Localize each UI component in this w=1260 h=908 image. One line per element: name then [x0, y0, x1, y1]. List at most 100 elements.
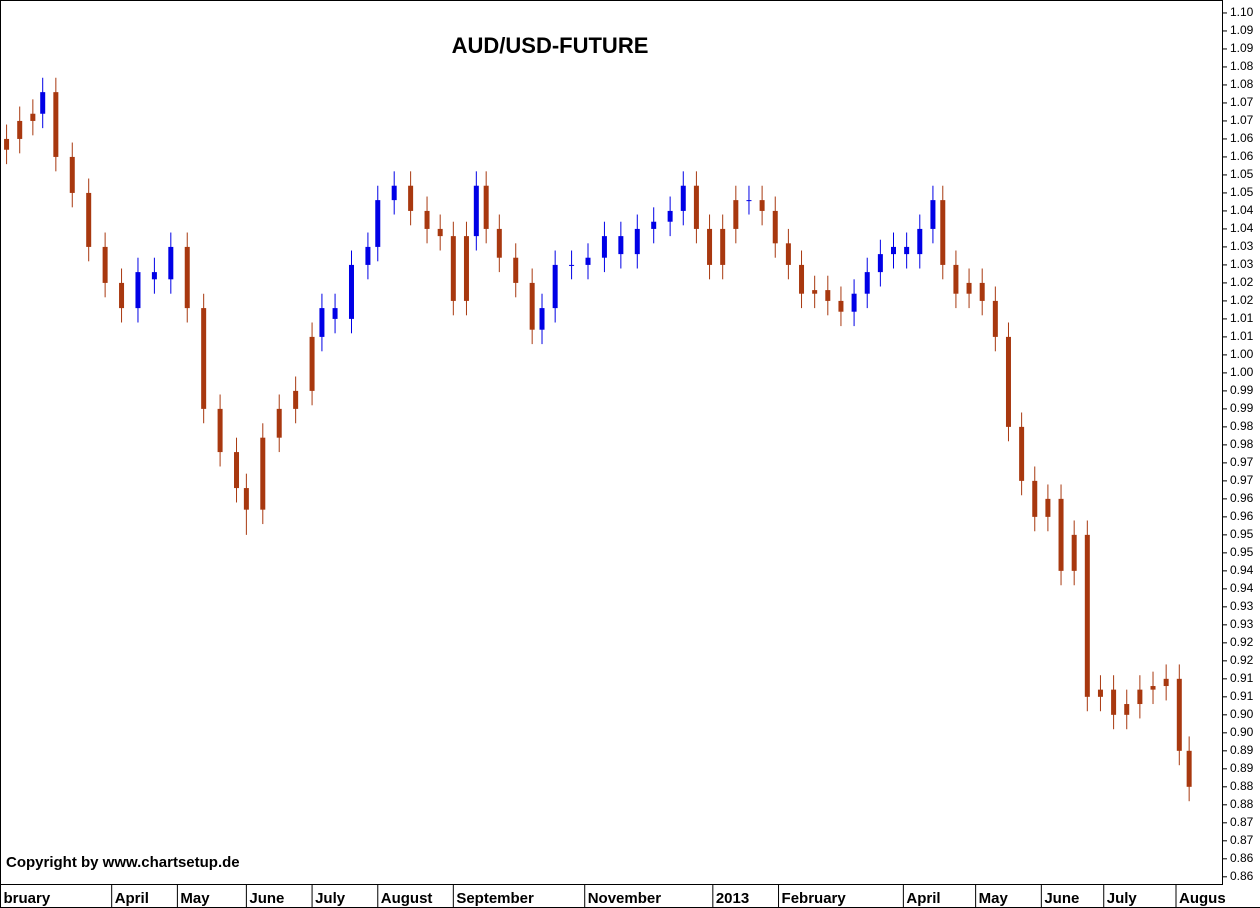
y-tick-label: 0.99 [1230, 401, 1254, 415]
y-tick-label: 0.94 [1230, 563, 1254, 577]
candle-body [276, 408, 282, 438]
candle-body [953, 264, 959, 294]
candle-body [772, 210, 778, 244]
candle-body [1097, 689, 1103, 697]
candle-body [201, 308, 207, 409]
x-tick-label: September [456, 890, 534, 907]
candle-body [168, 246, 174, 280]
x-tick-label: August [381, 890, 433, 907]
y-tick-label: 1.00 [1230, 365, 1254, 379]
candle-body [877, 254, 883, 273]
candle-body [184, 246, 190, 309]
candle-body [40, 92, 46, 114]
copyright: Copyright by www.chartsetup.de [6, 854, 240, 871]
candle-body [1124, 704, 1130, 715]
y-tick-label: 0.92 [1230, 653, 1254, 667]
candle-body [799, 264, 805, 294]
chart-title: AUD/USD-FUTURE [452, 33, 649, 58]
y-tick-label: 1.01 [1230, 329, 1254, 343]
candle-body [293, 390, 299, 409]
y-tick-label: 1.09 [1230, 23, 1254, 37]
y-tick-label: 1.07 [1230, 95, 1254, 109]
y-tick-label: 1.08 [1230, 59, 1254, 73]
y-tick-label: 1.06 [1230, 131, 1254, 145]
candle-body [1186, 750, 1192, 787]
candle-body [450, 236, 456, 301]
candle-body [53, 92, 59, 157]
x-tick-label: July [1107, 890, 1138, 907]
y-tick-label: 1.05 [1230, 167, 1254, 181]
y-tick-label: 0.90 [1230, 707, 1254, 721]
candle-body [473, 185, 479, 237]
x-tick-label: February [782, 890, 847, 907]
y-tick-label: 0.88 [1230, 797, 1254, 811]
y-tick-label: 0.94 [1230, 581, 1254, 595]
candle-body [151, 272, 157, 280]
y-tick-label: 0.95 [1230, 545, 1254, 559]
candle-body [966, 282, 972, 294]
y-tick-label: 1.10 [1230, 5, 1254, 19]
y-tick-label: 0.93 [1230, 599, 1254, 613]
candle-body [680, 185, 686, 211]
candle-body [135, 272, 141, 309]
y-tick-label: 0.91 [1230, 671, 1254, 685]
candle-body [1032, 480, 1038, 517]
candle-body [940, 200, 946, 265]
plot-frame [0, 0, 1223, 885]
candle-body [634, 228, 640, 255]
candle-body [979, 282, 985, 301]
y-tick-label: 1.03 [1230, 257, 1254, 271]
candle-body [375, 200, 381, 247]
y-tick-label: 0.97 [1230, 455, 1254, 469]
candle-body [17, 120, 23, 139]
candle-body [552, 264, 558, 309]
candle-body [733, 200, 739, 229]
candle-body [496, 228, 502, 258]
candle-body [234, 452, 240, 489]
candle-body [891, 246, 897, 255]
y-tick-label: 1.07 [1230, 113, 1254, 127]
y-tick-label: 0.93 [1230, 617, 1254, 631]
candle-body [243, 488, 249, 510]
y-tick-label: 0.96 [1230, 509, 1254, 523]
candle-body [119, 282, 125, 309]
candle-body [1150, 686, 1156, 690]
candle-body [539, 308, 545, 330]
candle-body [309, 336, 315, 391]
candle-body [785, 243, 791, 265]
y-tick-label: 1.01 [1230, 311, 1254, 325]
candle-body [1084, 534, 1090, 697]
candle-body [424, 210, 430, 229]
candle-body [437, 228, 443, 237]
candle-body [1005, 336, 1011, 427]
candle-body [1058, 498, 1064, 571]
candle-body [585, 257, 591, 265]
x-tick-label: June [249, 890, 284, 907]
candle-body [930, 200, 936, 229]
y-tick-label: 0.87 [1230, 833, 1254, 847]
x-tick-label: November [588, 890, 662, 907]
candle-body [102, 246, 108, 283]
y-tick-label: 0.89 [1230, 743, 1254, 757]
y-tick-label: 0.89 [1230, 761, 1254, 775]
x-tick-label: 2013 [716, 890, 749, 907]
candle-body [851, 293, 857, 312]
y-tick-label: 1.09 [1230, 41, 1254, 55]
candle-body [1045, 498, 1051, 517]
y-tick-label: 0.98 [1230, 437, 1254, 451]
candle-body [260, 437, 266, 510]
candle-body [864, 272, 870, 294]
candle-body [904, 246, 910, 255]
candle-body [408, 185, 414, 211]
x-tick-label: Augus [1179, 890, 1226, 907]
candle-body [332, 308, 338, 319]
y-tick-label: 0.98 [1230, 419, 1254, 433]
y-tick-label: 0.86 [1230, 851, 1254, 865]
candle-body [86, 192, 92, 247]
x-tick-label: April [115, 890, 149, 907]
candle-body [4, 138, 10, 150]
y-tick-label: 0.90 [1230, 725, 1254, 739]
x-tick-label: July [315, 890, 346, 907]
candle-body [746, 200, 752, 202]
y-tick-label: 1.04 [1230, 203, 1254, 217]
